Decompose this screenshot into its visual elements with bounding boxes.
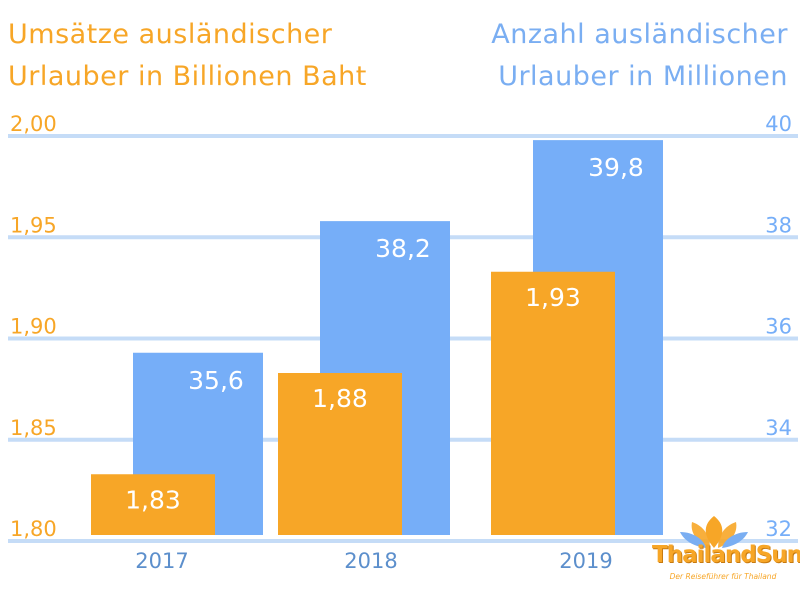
y-right-tick-label: 32 bbox=[765, 517, 792, 541]
logo-wordmark: ThailandSun bbox=[652, 542, 800, 568]
y-right-tick-label: 34 bbox=[765, 416, 792, 440]
revenue-bar bbox=[491, 271, 615, 535]
revenue-value-label: 1,93 bbox=[525, 283, 581, 312]
lotus-icon bbox=[680, 516, 748, 548]
revenue-bar bbox=[91, 474, 215, 535]
visitors-value-label: 35,6 bbox=[188, 366, 244, 395]
visitors-value-label: 39,8 bbox=[588, 153, 644, 182]
y-right-tick-label: 36 bbox=[765, 315, 792, 339]
y-left-tick-label: 1,80 bbox=[10, 517, 57, 541]
visitors-value-label: 38,2 bbox=[375, 234, 431, 263]
left-axis-title-line-2: Urlauber in Billionen Baht bbox=[8, 61, 367, 92]
right-axis-title-line-2: Urlauber in Millionen bbox=[498, 61, 788, 92]
y-right-tick-label: 40 bbox=[765, 112, 792, 136]
y-left-tick-label: 1,90 bbox=[10, 315, 57, 339]
right-axis-title-line-1: Anzahl ausländischer bbox=[491, 19, 788, 50]
revenue-bar bbox=[278, 373, 402, 535]
left-axis-title-line-1: Umsätze ausländischer bbox=[8, 19, 333, 50]
revenue-value-label: 1,83 bbox=[125, 485, 181, 514]
y-left-tick-label: 1,85 bbox=[10, 416, 57, 440]
y-left-tick-label: 1,95 bbox=[10, 213, 57, 237]
right-axis-title: Anzahl ausländischer Urlauber in Million… bbox=[491, 14, 788, 98]
left-axis-title: Umsätze ausländischer Urlauber in Billio… bbox=[8, 14, 367, 98]
thailandsun-logo: ThailandSun Der Reiseführer für Thailand bbox=[652, 512, 800, 586]
logo-tagline: Der Reiseführer für Thailand bbox=[669, 572, 777, 581]
revenue-value-label: 1,88 bbox=[312, 384, 368, 413]
y-right-tick-label: 38 bbox=[765, 213, 792, 237]
x-tick-label: 2019 bbox=[559, 549, 612, 573]
x-tick-label: 2017 bbox=[135, 549, 188, 573]
x-tick-label: 2018 bbox=[344, 549, 397, 573]
y-left-tick-label: 2,00 bbox=[10, 112, 57, 136]
